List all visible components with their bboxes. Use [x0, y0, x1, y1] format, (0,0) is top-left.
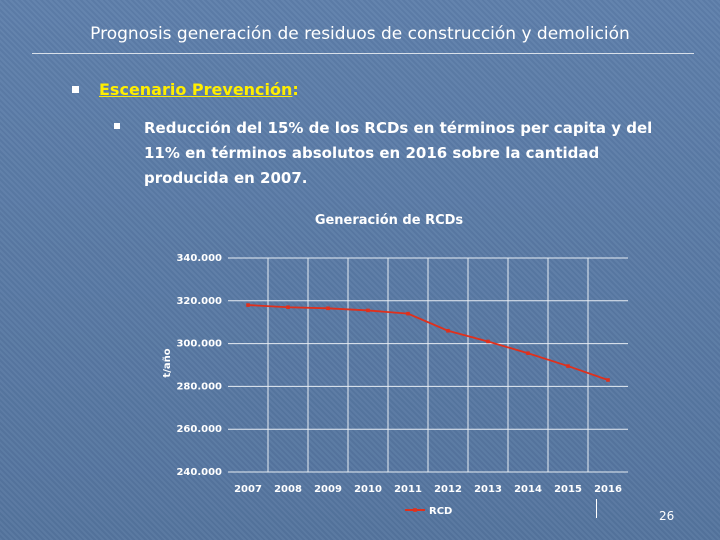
legend-marker	[413, 508, 417, 512]
x-tick-label: 2008	[274, 484, 302, 495]
bullet-escenario: Escenario Prevención:	[72, 80, 299, 99]
x-tick-label: 2009	[314, 484, 342, 495]
x-tick-label: 2011	[394, 484, 422, 495]
data-point	[606, 378, 610, 382]
y-tick-label: 280.000	[176, 381, 222, 392]
y-tick-label: 300.000	[176, 339, 222, 350]
x-tick-label: 2007	[234, 484, 262, 495]
x-tick-label: 2013	[474, 484, 502, 495]
square-bullet-icon	[114, 123, 120, 129]
title-divider	[32, 53, 694, 54]
page-number: 26	[659, 509, 675, 523]
bullet-escenario-label: Escenario Prevención	[99, 80, 293, 99]
chart-title: Generación de RCDs	[314, 213, 464, 228]
y-tick-label: 340.000	[176, 253, 222, 264]
bullet-escenario-colon: :	[292, 80, 299, 99]
data-point	[246, 303, 250, 307]
legend-label: RCD	[429, 506, 452, 517]
data-point	[526, 351, 530, 356]
bullet-reduccion-text: Reducción del 15% de los RCDs en término…	[144, 119, 653, 187]
y-tick-label: 240.000	[176, 467, 222, 478]
data-point	[406, 311, 410, 316]
x-tick-label: 2014	[514, 484, 542, 495]
y-tick-label: 320.000	[176, 296, 222, 307]
x-tick-label: 2015	[554, 484, 582, 495]
data-point	[286, 305, 290, 310]
page-number-divider	[596, 499, 597, 518]
slide-title: Prognosis generación de residuos de cons…	[90, 24, 630, 44]
square-bullet-icon	[72, 86, 79, 93]
bullet-reduccion: Reducción del 15% de los RCDs en término…	[114, 116, 674, 191]
data-point	[326, 306, 330, 311]
x-tick-label: 2010	[354, 484, 382, 495]
series-line-rcd	[247, 304, 609, 381]
data-point	[486, 339, 490, 344]
bullet-escenario-text: Escenario Prevención:	[99, 80, 299, 99]
y-axis-label: t/año	[162, 348, 173, 377]
data-point	[446, 328, 450, 333]
x-tick-label: 2012	[434, 484, 462, 495]
data-point	[566, 364, 570, 368]
data-point	[366, 308, 370, 313]
y-tick-label: 260.000	[176, 424, 222, 435]
x-tick-label: 2016	[594, 484, 622, 495]
